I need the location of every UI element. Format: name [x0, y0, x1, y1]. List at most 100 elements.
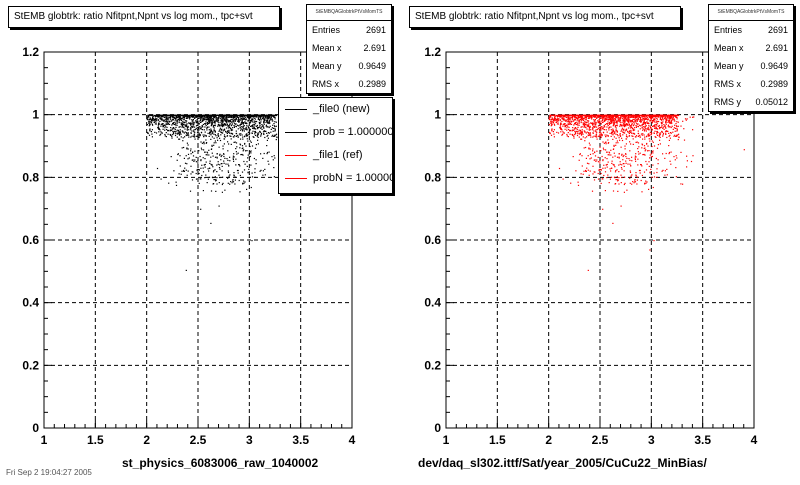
- scatter-point: [637, 142, 640, 144]
- scatter-point: [205, 142, 207, 144]
- scatter-point: [188, 115, 190, 117]
- scatter-point: [248, 117, 250, 119]
- scatter-point: [173, 131, 175, 133]
- scatter-point: [556, 114, 558, 117]
- scatter-point: [616, 178, 618, 181]
- scatter-point: [232, 133, 234, 135]
- scatter-point: [193, 121, 195, 123]
- scatter-point: [588, 120, 590, 122]
- scatter-point: [615, 179, 617, 181]
- scatter-point: [606, 123, 608, 125]
- scatter-point: [177, 130, 179, 132]
- scatter-point: [593, 123, 595, 125]
- scatter-point: [632, 121, 634, 123]
- scatter-point: [200, 141, 202, 143]
- scatter-point: [245, 150, 247, 152]
- scatter-point: [266, 116, 268, 118]
- scatter-point: [649, 126, 652, 128]
- scatter-point: [186, 132, 188, 134]
- scatter-point: [676, 157, 678, 159]
- scatter-point: [221, 125, 223, 127]
- right-stats-header: StEMBQAGlobtrkPtVsMomTS: [709, 5, 793, 21]
- scatter-point: [192, 119, 194, 121]
- scatter-point: [257, 134, 259, 136]
- scatter-point: [566, 114, 568, 116]
- scatter-point: [235, 135, 237, 137]
- scatter-point: [260, 119, 262, 121]
- scatter-point: [186, 115, 188, 117]
- scatter-point: [592, 153, 594, 155]
- scatter-point: [193, 122, 195, 124]
- scatter-point: [178, 173, 180, 175]
- scatter-point: [619, 139, 621, 141]
- scatter-point: [573, 137, 575, 139]
- scatter-point: [585, 157, 587, 159]
- scatter-point: [192, 159, 194, 161]
- scatter-point: [600, 120, 602, 122]
- scatter-point: [636, 116, 638, 118]
- scatter-point: [606, 123, 608, 125]
- scatter-point: [266, 114, 268, 116]
- scatter-point: [626, 189, 628, 191]
- scatter-point: [253, 127, 255, 130]
- scatter-point: [197, 121, 199, 123]
- scatter-point: [255, 163, 257, 165]
- scatter-point: [208, 149, 210, 151]
- scatter-point: [202, 119, 205, 121]
- scatter-point: [616, 122, 618, 124]
- scatter-point: [655, 115, 657, 117]
- scatter-point: [245, 116, 247, 118]
- scatter-point: [624, 115, 626, 117]
- scatter-point: [191, 130, 193, 132]
- scatter-point: [201, 129, 204, 131]
- scatter-point: [650, 120, 652, 122]
- scatter-point: [676, 118, 678, 120]
- scatter-point: [588, 132, 590, 134]
- scatter-point: [168, 116, 170, 118]
- scatter-point: [552, 122, 554, 124]
- scatter-point: [275, 134, 277, 136]
- scatter-point: [642, 129, 644, 131]
- scatter-point: [213, 117, 215, 119]
- scatter-point: [644, 126, 646, 128]
- scatter-point: [576, 114, 578, 116]
- scatter-point: [616, 176, 618, 178]
- scatter-point: [203, 117, 205, 119]
- scatter-point: [271, 127, 273, 129]
- scatter-point: [611, 162, 613, 164]
- scatter-point: [644, 125, 646, 127]
- scatter-point: [588, 148, 590, 150]
- scatter-point: [587, 120, 589, 122]
- scatter-point: [182, 123, 184, 125]
- scatter-point: [659, 128, 661, 130]
- scatter-point: [228, 132, 231, 134]
- scatter-point: [615, 116, 617, 118]
- scatter-point: [170, 156, 172, 158]
- scatter-point: [198, 135, 200, 137]
- scatter-point: [228, 175, 230, 177]
- scatter-point: [651, 132, 653, 134]
- scatter-point: [229, 135, 231, 137]
- scatter-point: [263, 133, 265, 135]
- scatter-point: [588, 142, 590, 144]
- scatter-point: [254, 114, 256, 116]
- scatter-point: [615, 121, 618, 123]
- scatter-point: [215, 180, 217, 182]
- scatter-point: [632, 125, 634, 127]
- scatter-point: [570, 116, 572, 118]
- scatter-point: [185, 169, 187, 171]
- scatter-point: [179, 138, 181, 140]
- scatter-point: [190, 173, 192, 175]
- scatter-point: [245, 114, 247, 116]
- scatter-point: [183, 132, 185, 134]
- scatter-point: [648, 128, 650, 130]
- scatter-point: [621, 118, 623, 120]
- scatter-point: [169, 118, 171, 120]
- scatter-point: [644, 118, 646, 120]
- scatter-point: [602, 127, 604, 129]
- scatter-point: [238, 114, 240, 116]
- scatter-point: [215, 179, 217, 181]
- scatter-point: [239, 127, 241, 129]
- scatter-point: [238, 120, 240, 122]
- scatter-point: [654, 124, 656, 126]
